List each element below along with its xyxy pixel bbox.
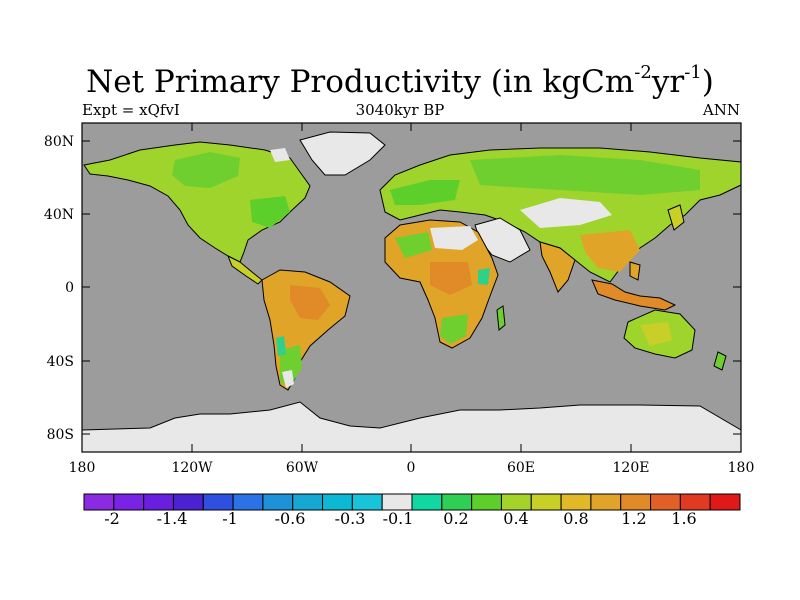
lon-ticks: [191, 123, 632, 452]
central-asia-desert: [520, 198, 612, 228]
lon-label-120e: 120E: [612, 460, 650, 476]
colorbar-cell: [292, 493, 324, 511]
colorbar-cell: [679, 493, 711, 511]
colorbar-label: 0.4: [503, 509, 529, 528]
colorbar-cell: [322, 493, 353, 511]
north-america: [83, 141, 311, 263]
colorbar-label: -1: [222, 509, 238, 528]
colorbar-cell: [202, 493, 234, 511]
colorbar-cell: [143, 493, 174, 511]
lon-label-180w: 180: [68, 460, 96, 476]
colorbar-label: 0.8: [563, 509, 589, 528]
madagascar: [496, 305, 506, 331]
europe-green: [390, 180, 460, 205]
lat-label-80n: 80N: [43, 134, 74, 150]
se-asia-islands: [591, 279, 677, 311]
colorbar-label: -0.6: [274, 509, 306, 528]
philippines: [629, 261, 641, 281]
colorbar-label: 1.6: [671, 509, 697, 528]
colorbar-cell: [172, 493, 204, 511]
antarctica: [81, 401, 742, 453]
colorbar-label: 1.2: [621, 509, 647, 528]
australia-interior: [640, 322, 672, 346]
lon-label-0: 0: [406, 460, 416, 476]
experiment-label: Expt = xQfvI: [82, 101, 180, 119]
japan: [667, 204, 685, 231]
lon-label-60w: 60W: [285, 460, 319, 476]
colorbar-cell: [530, 493, 562, 511]
colorbar-cell: [411, 493, 443, 511]
colorbar-cell: [560, 493, 592, 511]
colorbar-cell: [381, 493, 413, 511]
colorbar-cell: [351, 493, 383, 511]
lat-label-80s: 80S: [46, 427, 74, 443]
colorbar-label: -0.3: [334, 509, 366, 528]
india: [539, 241, 576, 293]
central-africa-dark: [430, 262, 472, 295]
colorbar-cell: [650, 493, 681, 511]
colorbar-cell: [441, 493, 473, 511]
colorbar-cell: [262, 493, 294, 511]
sa-andes-teal: [276, 336, 286, 356]
colorbar-label: -2: [104, 509, 120, 528]
lat-label-40n: 40N: [43, 207, 74, 223]
colorbar: [83, 493, 741, 511]
colorbar-cell: [471, 493, 502, 511]
lat-label-40s: 40S: [46, 354, 74, 370]
lat-label-0: 0: [65, 280, 74, 296]
sahara: [430, 226, 478, 250]
lon-label-120w: 120W: [171, 460, 213, 476]
east-africa-teal: [478, 268, 490, 285]
sa-interior-dark: [290, 285, 330, 320]
lon-label-60e: 60E: [506, 460, 536, 476]
colorbar-cell: [620, 493, 652, 511]
lat-ticks: [82, 140, 741, 435]
na-west-green: [172, 152, 240, 188]
china-orange: [580, 230, 640, 272]
southern-africa-green: [440, 314, 468, 344]
colorbar-label: -1.4: [156, 509, 188, 528]
season-label: ANN: [702, 101, 740, 119]
colorbar-label: -0.1: [382, 509, 414, 528]
time-label: 3040kyr BP: [355, 101, 445, 119]
colorbar-cell: [590, 493, 622, 511]
colorbar-label: 0.2: [443, 509, 469, 528]
colorbar-cell: [83, 493, 115, 511]
na-southeast-green: [250, 196, 290, 228]
lon-label-180e: 180: [727, 460, 755, 476]
colorbar-cell: [500, 493, 532, 511]
new-zealand: [713, 351, 727, 371]
central-america: [227, 254, 263, 285]
colorbar-cell: [232, 493, 264, 511]
greenland: [299, 131, 386, 176]
siberia-green: [470, 155, 700, 195]
colorbar-cell: [113, 493, 145, 511]
map-title: Net Primary Productivity (in kgCm-2yr-1): [86, 62, 714, 101]
colorbar-cell: [709, 493, 741, 511]
sa-patagonia-ice: [282, 370, 294, 388]
sahel-green: [395, 232, 432, 258]
na-ice-cap: [270, 148, 290, 162]
